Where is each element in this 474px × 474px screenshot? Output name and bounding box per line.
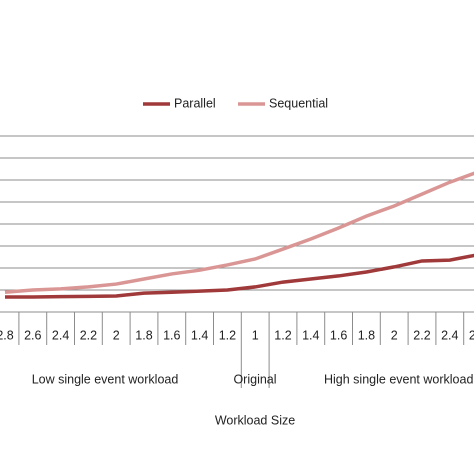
x-tick-label: 1.2 (219, 328, 236, 342)
x-tick-label: 2.4 (52, 328, 69, 342)
x-tick-label: 2 (391, 328, 398, 342)
x-tick-label: 1 (252, 328, 259, 342)
x-tick-label: 1.8 (135, 328, 152, 342)
x-tick-label: 2.6 (24, 328, 41, 342)
x-tick-label: 1.4 (302, 328, 319, 342)
x-tick-label: 2.2 (413, 328, 430, 342)
x-tick-label: 2.8 (0, 328, 14, 342)
legend-label: Parallel (174, 96, 216, 110)
x-tick-label: 2.6 (469, 328, 474, 342)
x-tick-label: 1.6 (330, 328, 347, 342)
group-label: Original (233, 372, 276, 386)
x-tick-label: 2.4 (441, 328, 458, 342)
series-line (5, 253, 474, 299)
x-tick-label: 2 (113, 328, 120, 342)
legend-label: Sequential (269, 96, 328, 110)
x-tick-label: 1.8 (358, 328, 375, 342)
group-label: High single event workload (324, 372, 473, 386)
x-axis-title: Workload Size (215, 413, 295, 427)
x-tick-label: 1.2 (274, 328, 291, 342)
x-tick-label: 1.6 (163, 328, 180, 342)
x-tick-label: 2.2 (80, 328, 97, 342)
series-line (4, 171, 474, 294)
group-label: Low single event workload (32, 372, 179, 386)
x-tick-label: 1.4 (191, 328, 208, 342)
